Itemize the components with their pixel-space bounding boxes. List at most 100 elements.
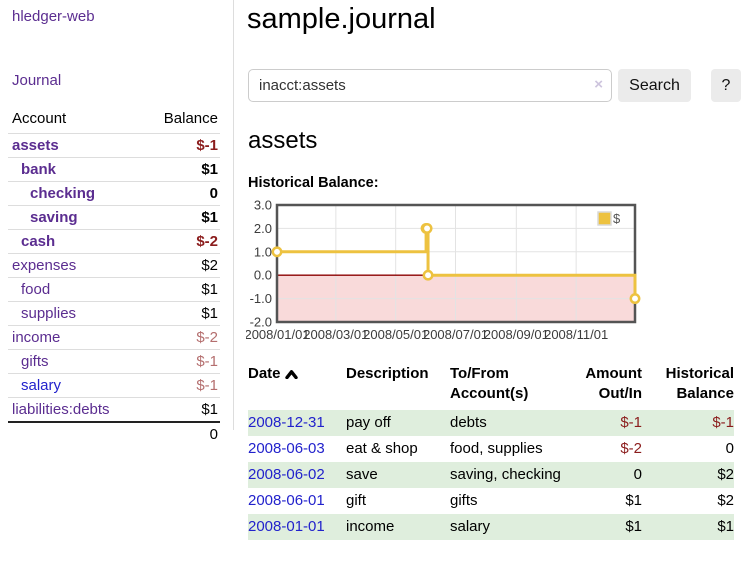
account-row: salary $-1 — [8, 373, 220, 398]
help-button[interactable]: ? — [711, 69, 741, 102]
sidebar-account-link[interactable]: supplies — [21, 305, 77, 322]
sidebar-account-link[interactable]: income — [12, 329, 61, 346]
account-rows: assets $-1 bank $1 checking 0 saving $1 cash $-2 e… — [8, 133, 220, 446]
sidebar-account-link[interactable]: salary — [21, 377, 62, 394]
transaction-row: 2008-06-01 gift gifts $1 $2 — [248, 488, 734, 514]
account-row: assets $-1 — [8, 133, 220, 158]
transaction-balance: $1 — [642, 514, 734, 540]
sidebar-item-journal[interactable]: Journal — [12, 72, 62, 89]
transaction-amount: $-1 — [562, 410, 642, 436]
accounts-column-header: To/From Account(s) — [450, 365, 529, 402]
x-tick-label: 2008/09/01 — [484, 327, 549, 342]
sidebar-account-link[interactable]: bank — [21, 161, 57, 178]
y-tick-label: -1.0 — [250, 291, 272, 306]
transaction-date-link[interactable]: 2008-06-02 — [248, 466, 325, 483]
plot-border — [275, 203, 637, 324]
sidebar-account-link[interactable]: liabilities:debts — [12, 401, 110, 418]
transaction-description: save — [346, 462, 450, 488]
transaction-row: 2008-06-03 eat & shop food, supplies $-2 0 — [248, 436, 734, 462]
account-balance-value: $-2 — [141, 229, 220, 254]
transaction-row: 2008-06-02 save saving, checking 0 $2 — [248, 462, 734, 488]
y-tick-label: 1.0 — [254, 244, 272, 259]
transaction-amount: 0 — [562, 462, 642, 488]
historical-balance-chart: $3.0 2.0 1.0 0.0 -1.0 -2.02008/01/012008/03/0… — [246, 200, 641, 342]
account-column-header: Account — [12, 110, 67, 127]
sidebar-account-link[interactable]: assets — [12, 137, 59, 154]
transaction-row: 2008-12-31 pay off debts $-1 $-1 — [248, 410, 734, 436]
account-balance-value: $1 — [141, 277, 220, 302]
transaction-date-link[interactable]: 2008-06-01 — [248, 492, 325, 509]
transaction-amount: $1 — [562, 514, 642, 540]
account-row: income $-2 — [8, 325, 220, 350]
account-balance-value: $1 — [141, 157, 220, 182]
transaction-accounts: saving, checking — [450, 462, 562, 488]
transaction-accounts: food, supplies — [450, 440, 543, 457]
sort-up-icon — [284, 370, 298, 379]
transaction-description: gift — [346, 492, 367, 509]
sidebar-account-link[interactable]: checking — [30, 185, 96, 202]
sidebar-account-link[interactable]: cash — [21, 233, 56, 250]
description-column-header: Description — [346, 365, 429, 382]
transaction-amount: $1 — [625, 492, 642, 509]
account-row: supplies $1 — [8, 301, 220, 326]
brand-link[interactable]: hledger-web — [12, 8, 95, 25]
search-button[interactable]: Search — [618, 69, 691, 102]
account-balance-value: $1 — [141, 205, 220, 230]
search-bar: × Search ? — [248, 69, 741, 102]
transaction-date-link[interactable]: 2008-06-03 — [248, 440, 325, 457]
account-balance-value: $-1 — [141, 349, 220, 374]
sidebar-account-link[interactable]: saving — [30, 209, 78, 226]
account-balance-value: $1 — [141, 397, 220, 422]
account-row: gifts $-1 — [8, 349, 220, 374]
register-table: Date Description To/From Account(s) Amou… — [248, 360, 734, 540]
date-column-header[interactable]: Date — [248, 360, 346, 410]
data-point-marker — [271, 246, 283, 258]
sidebar-account-link[interactable]: food — [21, 281, 51, 298]
legend-swatch — [597, 211, 612, 226]
account-balance-value: 0 — [141, 181, 220, 206]
account-balance-value: $-1 — [141, 133, 220, 158]
transaction-accounts: gifts — [450, 492, 478, 509]
transaction-balance: 0 — [725, 440, 734, 457]
account-balance-value: $1 — [141, 301, 220, 326]
transaction-date-link[interactable]: 2008-01-01 — [248, 518, 325, 535]
amount-column-header: Amount Out/In — [585, 365, 642, 402]
account-row: cash $-2 — [8, 229, 220, 254]
clear-search-icon[interactable]: × — [594, 76, 603, 93]
account-total-value: 0 — [141, 421, 220, 446]
account-row: liabilities:debts $1 — [8, 397, 220, 422]
transaction-accounts: debts — [450, 410, 562, 436]
y-tick-label: 2.0 — [254, 221, 272, 236]
y-tick-label: 0.0 — [254, 268, 272, 283]
transaction-balance: $2 — [642, 462, 734, 488]
balance-column-header: Balance — [163, 110, 218, 127]
sidebar-account-link[interactable]: gifts — [21, 353, 49, 370]
account-heading: assets — [248, 127, 318, 154]
transaction-balance: $2 — [717, 492, 734, 509]
transaction-description: eat & shop — [346, 440, 418, 457]
data-point-marker — [422, 269, 434, 281]
transaction-amount: $-2 — [620, 440, 642, 457]
transaction-date-link[interactable]: 2008-12-31 — [248, 414, 325, 431]
sidebar-divider — [233, 0, 234, 430]
x-tick-label: 2008/07/01 — [423, 327, 488, 342]
sidebar-account-link[interactable]: expenses — [12, 257, 77, 274]
transaction-description: income — [346, 514, 450, 540]
transaction-row: 2008-01-01 income salary $1 $1 — [248, 514, 734, 540]
page-title: sample.journal — [247, 3, 436, 35]
y-tick-label: 3.0 — [254, 200, 272, 213]
x-tick-label: 2008/03/01 — [303, 327, 368, 342]
register-rows: 2008-12-31 pay off debts $-1 $-1 2008-06-03 ea… — [248, 410, 734, 540]
balance-column-header-main: Historical Balance — [665, 365, 734, 402]
legend-label: $ — [613, 211, 621, 226]
account-balance-table: Account Balance assets $-1 bank $1 checking 0… — [8, 106, 220, 446]
data-point-marker — [421, 222, 433, 234]
chart-title: Historical Balance: — [248, 175, 379, 191]
account-row: food $1 — [8, 277, 220, 302]
account-total-row: 0 — [8, 421, 220, 446]
account-balance-value: $-2 — [141, 325, 220, 350]
x-tick-label: 2008/11/01 — [544, 327, 608, 342]
account-row: checking 0 — [8, 181, 220, 206]
search-input[interactable] — [248, 69, 612, 102]
